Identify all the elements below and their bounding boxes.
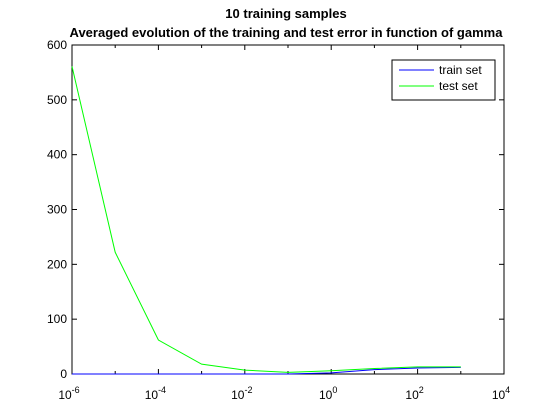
x-tick-label: 100 — [319, 385, 337, 402]
x-tick-base: 10 — [319, 388, 333, 402]
x-tick-labels: 10-6 10-4 10-2 100 102 104 — [58, 385, 510, 402]
legend-label: train set — [439, 63, 482, 77]
x-tick-base: 10 — [405, 388, 419, 402]
x-tick-label: 102 — [405, 385, 423, 402]
x-tick-label: 10-6 — [58, 385, 79, 402]
series-lines — [71, 66, 461, 375]
series-line-train-set — [72, 366, 461, 375]
y-tick-labels: 0 100 200 300 400 500 600 — [47, 38, 67, 381]
x-tick-exponent: -2 — [244, 385, 252, 395]
x-tick-exponent: -6 — [72, 385, 80, 395]
x-tick-base: 10 — [145, 388, 159, 402]
y-tick-label: 300 — [47, 203, 67, 217]
x-tick-base: 10 — [492, 388, 506, 402]
series-line-test-set — [71, 66, 461, 373]
x-tick-base: 10 — [58, 388, 72, 402]
chart-subtitle: Averaged evolution of the training and t… — [70, 25, 504, 40]
y-tick-label: 600 — [47, 38, 67, 52]
legend: train set test set — [391, 59, 496, 101]
x-tick-base: 10 — [231, 388, 245, 402]
x-tick-label: 10-4 — [145, 385, 166, 402]
y-tick-label: 0 — [60, 367, 67, 381]
x-tick-exponent: 0 — [332, 385, 337, 395]
x-tick-exponent: 2 — [419, 385, 424, 395]
legend-box — [391, 59, 496, 101]
x-tick-label: 10-2 — [231, 385, 252, 402]
legend-label: test set — [439, 79, 478, 93]
y-tick-label: 200 — [47, 257, 67, 271]
y-tick-label: 500 — [47, 93, 67, 107]
y-tick-label: 400 — [47, 148, 67, 162]
x-tick-label: 104 — [492, 385, 510, 402]
y-tick-label: 100 — [47, 312, 67, 326]
x-tick-exponent: 4 — [505, 385, 510, 395]
x-tick-exponent: -4 — [158, 385, 166, 395]
chart-title: 10 training samples — [225, 6, 346, 21]
